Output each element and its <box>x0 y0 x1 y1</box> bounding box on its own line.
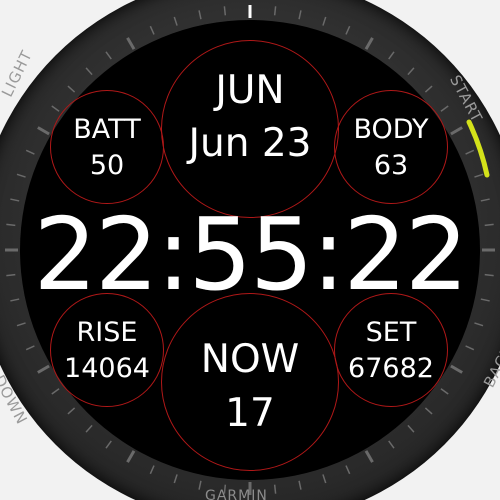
bezel-tick <box>388 51 395 60</box>
bezel-tick <box>450 126 463 136</box>
body-battery-value: 63 <box>373 150 409 181</box>
bezel-tick <box>484 223 494 227</box>
bezel-tick <box>450 364 463 374</box>
now-label: NOW <box>200 337 300 382</box>
bezel-tick <box>6 223 16 227</box>
bezel-tick <box>173 16 178 26</box>
sunset-value: 67682 <box>348 353 434 384</box>
date-value: Jun 23 <box>188 121 312 166</box>
bezel-tick <box>126 450 136 463</box>
upper-right-ring <box>334 90 448 204</box>
bezel-tick <box>407 67 415 76</box>
bezel-tick <box>322 474 327 484</box>
bezel-tick <box>424 407 433 415</box>
bezel-tick <box>273 484 277 494</box>
bezel-tick <box>85 67 93 76</box>
bezel-tick <box>364 450 374 463</box>
bezel-tick <box>37 364 50 374</box>
bezel-tick <box>407 424 415 433</box>
body-battery-label: BODY <box>353 114 429 145</box>
bezel-tick <box>440 105 449 112</box>
bezel-tick <box>424 85 433 93</box>
bezel-tick <box>10 298 20 302</box>
bezel-tick <box>273 6 277 16</box>
bezel-tick <box>149 25 155 35</box>
bezel-tick <box>198 480 202 490</box>
bezel-tick <box>198 10 202 20</box>
bezel-tick <box>465 149 475 155</box>
bezel-tick <box>126 37 136 50</box>
bezel-tick <box>6 273 16 277</box>
bezel-tick <box>149 465 155 475</box>
bezel-tick <box>223 484 227 494</box>
month-label: JUN <box>215 68 285 113</box>
bezel-tick <box>322 16 327 26</box>
bezel-tick <box>16 173 26 178</box>
bottom-center-ring <box>161 293 339 471</box>
bezel-tick <box>67 407 76 415</box>
battery-label: BATT <box>73 114 141 145</box>
lower-right-ring <box>334 293 448 407</box>
bezel-tick <box>173 474 178 484</box>
bezel-tick <box>105 440 112 449</box>
bezel-tick <box>298 480 302 490</box>
bezel-tick <box>67 85 76 93</box>
bezel-tick <box>37 126 50 136</box>
bezel-tick <box>51 388 60 395</box>
bezel-tick <box>345 465 351 475</box>
bezel-tick <box>388 440 395 449</box>
time-display: 22:55:22 <box>33 196 468 313</box>
bezel-tick <box>345 25 351 35</box>
start-accent-arc <box>466 119 490 178</box>
battery-value: 50 <box>89 150 125 181</box>
lower-left-ring <box>50 293 164 407</box>
bezel-tick <box>298 10 302 20</box>
bezel-tick <box>364 37 374 50</box>
bezel-tick <box>85 424 93 433</box>
sunrise-label: RISE <box>76 317 138 348</box>
bezel-tick <box>474 322 484 327</box>
bezel-tick <box>105 51 112 60</box>
bezel-tick <box>223 6 227 16</box>
upper-left-ring <box>50 90 164 204</box>
bezel-tick <box>480 298 490 302</box>
sunset-label: SET <box>365 317 417 348</box>
bezel-tick <box>484 273 494 277</box>
brand-logo: GARMIN <box>205 488 268 500</box>
bezel-tick <box>474 173 484 178</box>
bezel-tick <box>440 388 449 395</box>
bezel-tick <box>25 149 35 155</box>
bezel-tick <box>51 105 60 112</box>
bezel-tick <box>16 322 26 327</box>
bezel-tick <box>25 345 35 351</box>
bezel-tick <box>480 198 490 202</box>
bezel-tick <box>10 198 20 202</box>
now-value: 17 <box>225 391 275 436</box>
bezel-tick <box>465 345 475 351</box>
sunrise-value: 14064 <box>64 353 150 384</box>
